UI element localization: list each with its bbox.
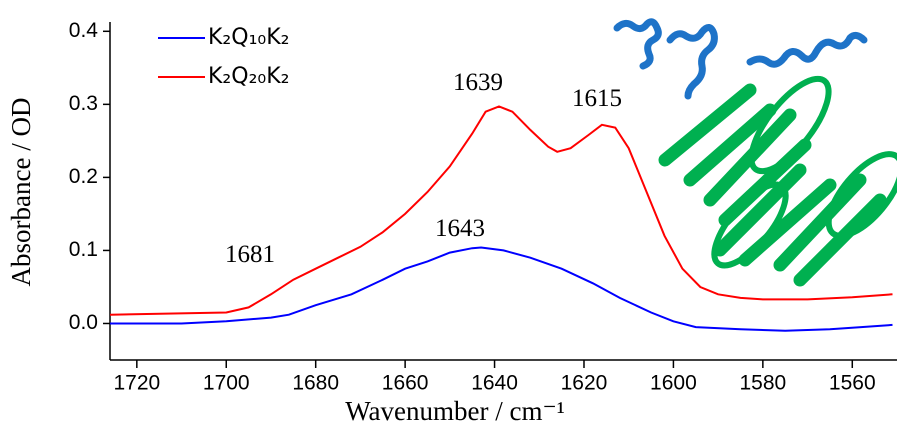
legend-label: K₂Q₂₀K₂	[208, 64, 289, 89]
x-tick-label: 1580	[739, 372, 786, 395]
peptide-coil	[670, 27, 714, 96]
x-tick-label: 1660	[382, 372, 429, 395]
chart: Wavenumber / cm⁻¹ Absorbance / OD 0.0 0.1…	[0, 0, 897, 428]
y-axis-title: Absorbance / OD	[6, 98, 36, 287]
x-tick-label: 1600	[650, 372, 697, 395]
peptide-coil	[617, 22, 658, 66]
y-tick-label: 0.2	[69, 165, 98, 188]
x-tick-label: 1560	[829, 372, 876, 395]
legend-label: K₂Q₁₀K₂	[208, 25, 289, 50]
peak-annotation: 1615	[572, 85, 622, 112]
y-tick-label: 0.0	[69, 311, 98, 334]
x-tick-label: 1620	[561, 372, 608, 395]
x-axis-title: Wavenumber / cm⁻¹	[345, 396, 565, 426]
y-tick-label: 0.3	[69, 92, 98, 115]
illustration	[617, 22, 897, 280]
x-tick-label: 1680	[292, 372, 339, 395]
peptide-coil	[750, 35, 864, 64]
peak-annotation: 1681	[225, 241, 275, 268]
y-tick-label: 0.1	[69, 238, 98, 261]
x-tick-label: 1640	[471, 372, 518, 395]
y-tick-label: 0.4	[69, 19, 99, 42]
page: {"chart_data": {"type": "line", "xlabel"…	[0, 0, 897, 428]
peak-annotation: 1643	[435, 215, 485, 242]
x-tick-label: 1700	[203, 372, 250, 395]
x-tick-label: 1720	[113, 372, 160, 395]
peak-annotation: 1639	[453, 69, 503, 96]
